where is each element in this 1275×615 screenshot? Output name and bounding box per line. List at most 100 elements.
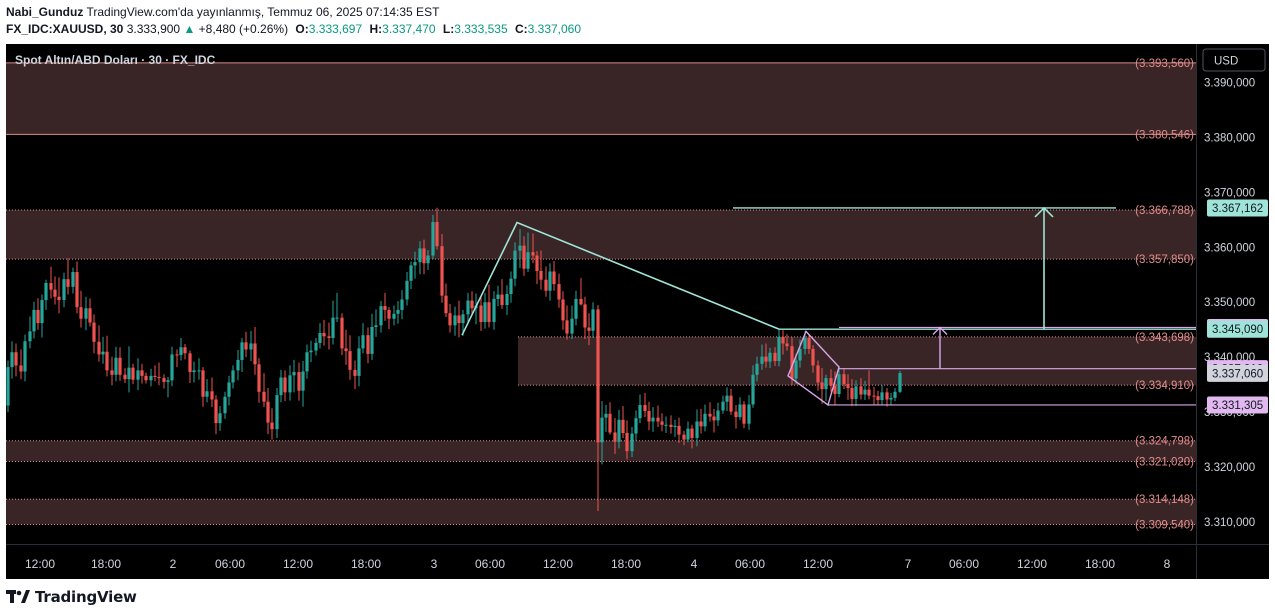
symbol-label[interactable]: FX_IDC:XAUUSD, 30	[6, 22, 124, 36]
candle-bear	[66, 279, 70, 287]
candle-bear	[539, 270, 543, 280]
candle-bear	[36, 309, 40, 324]
candlestick-chart[interactable]: (3.393,560) (3.380,546) (3.366,788) (3.357,…	[6, 44, 1269, 579]
candle-bull	[240, 342, 244, 360]
candle-bull	[880, 392, 884, 401]
currency-button[interactable]	[1202, 48, 1266, 72]
candle-bear	[565, 320, 569, 334]
price-tick-label: 3.370,000	[1204, 187, 1255, 199]
candle-bear	[773, 352, 777, 362]
candle-bull	[62, 279, 66, 301]
level-label: (3.321,020)	[1135, 456, 1194, 468]
candle-bear	[183, 347, 187, 354]
price-tag[interactable]	[1207, 320, 1268, 338]
candle-bull	[695, 421, 699, 438]
publish-info: TradingView.com'da yayınlanmış, Temmuz 0…	[86, 5, 440, 19]
candle-bull	[10, 352, 14, 368]
tradingview-branding[interactable]: TradingView	[6, 587, 137, 607]
price-tag-label: 3.337,060	[1212, 368, 1263, 380]
open-label: O:	[295, 22, 309, 36]
candle-bull	[28, 331, 32, 342]
candle-bear	[807, 337, 811, 349]
candle-bull	[309, 350, 313, 353]
candle-bull	[179, 347, 183, 355]
candle-bear	[811, 348, 815, 366]
candle-bull	[738, 404, 742, 418]
candle-bear	[820, 382, 824, 390]
time-tick-label: 12:00	[803, 557, 833, 571]
candle-bull	[824, 378, 828, 390]
price-tick-label: 3.350,000	[1204, 297, 1255, 309]
candle-bear	[457, 315, 461, 324]
candle-bear	[253, 343, 257, 365]
candle-bear	[876, 396, 880, 401]
candle-bear	[470, 300, 474, 309]
candle-bull	[275, 395, 279, 430]
candle-bear	[344, 348, 348, 352]
chart-header: Nabi_Gunduz TradingView.com'da yayınlanm…	[6, 4, 1266, 38]
candle-bear	[448, 313, 452, 326]
candle-bear	[49, 283, 53, 290]
candle-bear	[544, 279, 548, 291]
candle-bear	[781, 336, 785, 344]
candle-bull	[798, 348, 802, 361]
supply-demand-zone[interactable]	[6, 440, 1196, 462]
candle-bear	[561, 299, 565, 321]
candle-bear	[682, 434, 686, 440]
candle-bull	[197, 370, 201, 372]
candle-bull	[574, 298, 578, 319]
price-tag-label: 3.331,305	[1212, 400, 1263, 412]
candle-bear	[14, 352, 18, 366]
candle-bear	[579, 298, 583, 305]
candle-bear	[660, 421, 664, 425]
candle-bear	[92, 322, 96, 342]
candle-bull	[279, 377, 283, 396]
change-up-icon: ▲	[183, 22, 196, 36]
target-arrow-head-icon	[1034, 206, 1054, 218]
candle-bear	[734, 411, 738, 418]
price-tag[interactable]	[1207, 199, 1268, 217]
candle-bear	[583, 304, 587, 328]
candle-bull	[400, 299, 404, 310]
candle-bear	[201, 370, 205, 397]
candle-bear	[833, 385, 837, 394]
price-tag[interactable]	[1207, 396, 1268, 414]
candle-bull	[513, 250, 517, 279]
close-value: 3.337,060	[527, 22, 582, 36]
candle-bear	[383, 306, 387, 310]
candle-bear	[647, 411, 651, 422]
candle-bear	[587, 327, 591, 331]
candle-bull	[392, 313, 396, 319]
candle-bear	[144, 375, 148, 381]
author-name[interactable]: Nabi_Gunduz	[6, 5, 84, 19]
candle-bear	[859, 386, 863, 395]
supply-demand-zone[interactable]	[518, 336, 1196, 386]
chart-area[interactable]: (3.393,560) (3.380,546) (3.366,788) (3.357,…	[6, 44, 1269, 579]
low-value: 3.333,535	[454, 22, 508, 36]
candle-bear	[785, 343, 789, 347]
supply-demand-zone[interactable]	[6, 62, 1196, 135]
price-axis[interactable]	[1196, 44, 1269, 579]
candle-bull	[413, 262, 417, 266]
supply-demand-zone[interactable]	[6, 499, 1196, 525]
candle-bull	[101, 351, 105, 355]
candle-bull	[777, 336, 781, 362]
candle-bear	[340, 317, 344, 349]
candle-bear	[790, 346, 794, 379]
candle-bull	[166, 380, 170, 382]
candle-bull	[357, 348, 361, 376]
price-tag[interactable]	[1207, 364, 1268, 382]
candle-bear	[210, 391, 214, 400]
candle-bull	[600, 417, 604, 443]
candle-bear	[846, 384, 850, 388]
time-tick-label: 18:00	[351, 557, 381, 571]
trend-line-drawing[interactable]	[461, 221, 780, 336]
supply-demand-zone[interactable]	[6, 210, 1196, 260]
candle-bull	[863, 389, 867, 395]
candle-bull	[630, 433, 634, 452]
candle-bull	[686, 428, 690, 440]
candle-bear	[214, 399, 218, 424]
candle-bear	[140, 370, 144, 376]
candle-bull	[716, 410, 720, 421]
candle-bull	[292, 372, 296, 376]
